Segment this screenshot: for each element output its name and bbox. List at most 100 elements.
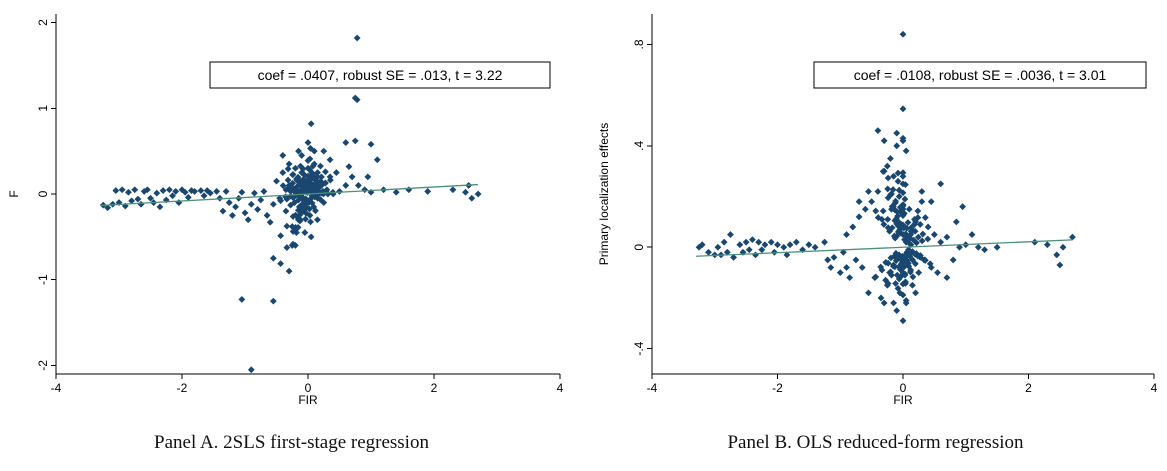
scatter-point	[924, 223, 932, 231]
scatter-point	[895, 275, 903, 283]
stat-annotation: coef = .0108, robust SE = .0036, t = 3.0…	[813, 61, 1147, 89]
scatter-point	[188, 187, 195, 194]
scatter-point	[112, 187, 120, 194]
scatter-point	[981, 246, 988, 254]
y-tick-label: -.4	[632, 341, 646, 355]
scatter-point	[392, 188, 400, 196]
panel-b: -4 -2 0 2 4 -.4 0 .4 .8 FIR Primary localization e…	[584, 0, 1167, 453]
scatter-point	[895, 227, 903, 235]
scatter-point	[899, 205, 907, 213]
scatter-point	[852, 256, 860, 264]
scatter-point	[1053, 251, 1061, 259]
scatter-point	[287, 187, 294, 195]
scatter-point	[300, 175, 308, 183]
scatter-point	[178, 186, 186, 194]
scatter-point	[899, 189, 907, 197]
scatter-point	[316, 183, 324, 190]
scatter-point	[424, 188, 432, 195]
scatter-point	[317, 196, 324, 203]
scatter-point	[901, 195, 909, 203]
scatter-point	[914, 252, 922, 260]
scatter-point	[879, 207, 887, 215]
x-tick-label: -4	[51, 381, 62, 395]
scatter-point	[730, 253, 737, 261]
scatter-point	[780, 243, 788, 251]
scatter-point	[720, 238, 728, 246]
scatter-point	[937, 238, 945, 246]
scatter-point	[849, 223, 857, 231]
scatter-point	[868, 198, 876, 206]
scatter-point	[289, 228, 297, 235]
scatter-point	[449, 186, 457, 194]
scatter-point	[920, 256, 928, 264]
scatter-point	[266, 218, 274, 226]
scatter-point	[749, 236, 756, 244]
scatter-point	[283, 244, 291, 251]
scatter-point	[888, 271, 895, 279]
scatter-point	[318, 173, 325, 181]
y-tick-label: -2	[36, 360, 50, 371]
scatter-point	[943, 274, 951, 282]
scatter-point	[926, 260, 934, 268]
scatter-point	[899, 105, 907, 113]
scatter-point	[892, 280, 899, 287]
scatter-point	[213, 188, 221, 195]
scatter-point	[761, 241, 769, 249]
scatter-point	[918, 198, 926, 206]
scatter-point	[320, 147, 328, 155]
scatter-point	[952, 218, 960, 226]
scatter-point	[1043, 241, 1051, 249]
scatter-point	[865, 188, 872, 195]
scatter-point	[306, 212, 314, 219]
scatter-point	[907, 227, 915, 235]
scatter-point	[293, 186, 300, 194]
scatter-point	[907, 224, 915, 232]
scatter-point	[916, 221, 924, 228]
scatter-point	[367, 140, 375, 148]
scatter-point	[147, 194, 154, 202]
scatter-point	[115, 199, 123, 206]
scatter-point	[914, 207, 922, 215]
scatter-point	[912, 289, 919, 297]
scatter-point	[257, 196, 265, 204]
scatter-point	[821, 238, 828, 246]
scatter-point	[858, 264, 866, 271]
x-tick-label: 0	[305, 381, 312, 395]
scatter-point	[879, 168, 887, 175]
scatter-point	[251, 189, 258, 197]
scatter-point	[884, 174, 892, 182]
scatter-point	[914, 233, 922, 241]
scatter-point	[166, 186, 173, 194]
stat-annotation-text: coef = .0407, robust SE = .013, t = 3.22	[258, 67, 503, 83]
scatter-point	[247, 200, 255, 208]
scatter-point	[181, 188, 189, 196]
stat-annotation-text: coef = .0108, robust SE = .0036, t = 3.0…	[854, 67, 1107, 83]
scatter-point	[307, 233, 315, 241]
scatter-point	[254, 206, 261, 213]
scatter-point	[263, 212, 271, 219]
scatter-point	[884, 224, 892, 232]
scatter-point	[736, 241, 744, 249]
scatter-point	[304, 172, 312, 180]
scatter-point	[295, 147, 302, 155]
scatter-point	[943, 233, 951, 241]
scatter-point	[909, 273, 917, 281]
scatter-point	[897, 229, 905, 237]
scatter-point	[890, 203, 897, 211]
scatter-point	[895, 193, 903, 200]
stat-annotation: coef = .0407, robust SE = .013, t = 3.22	[209, 61, 551, 89]
y-tick-label: -1	[36, 274, 50, 285]
scatter-point	[284, 165, 292, 173]
scatter-point	[921, 214, 929, 221]
scatter-point	[811, 243, 819, 251]
scatter-point	[913, 239, 920, 247]
scatter-point	[695, 243, 703, 251]
scatter-point	[874, 214, 882, 221]
scatter-point	[288, 223, 296, 230]
fit-line	[695, 239, 1073, 257]
scatter-point	[277, 197, 285, 205]
scatter-point	[899, 172, 907, 180]
scatter-point	[902, 280, 909, 287]
scatter-point	[949, 256, 957, 264]
